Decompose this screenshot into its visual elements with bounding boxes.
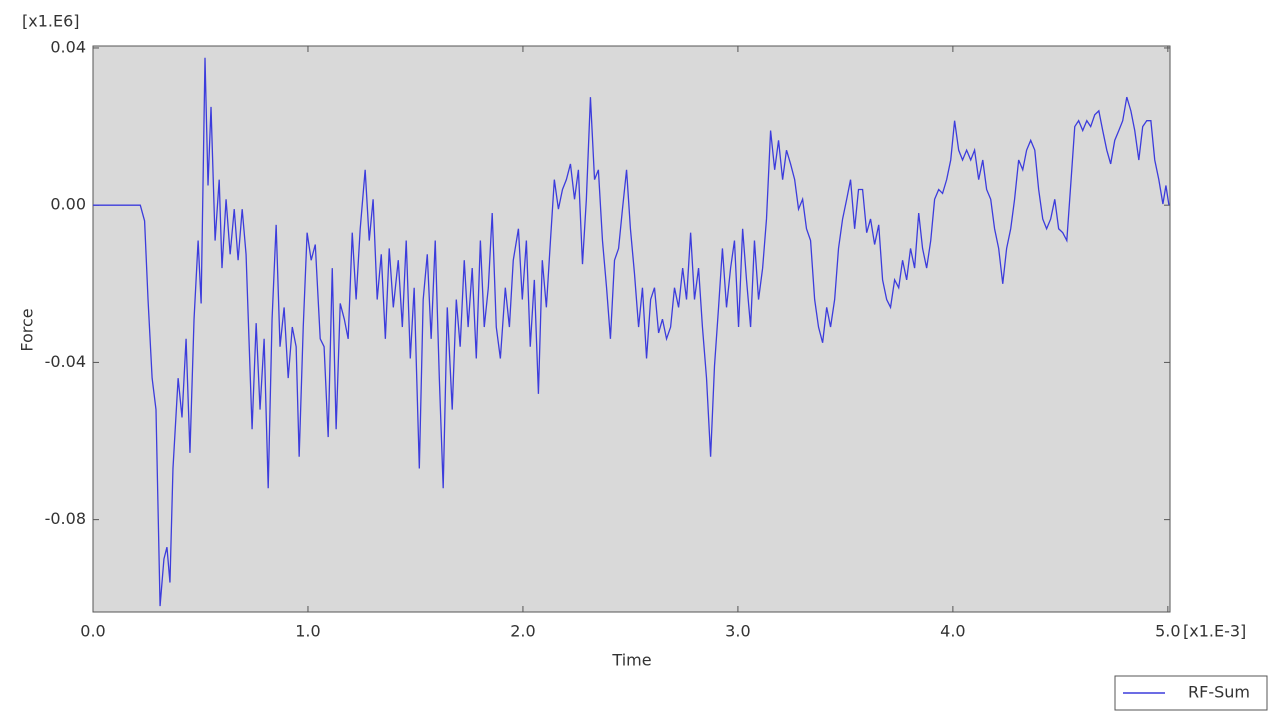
y-tick-label: 0.04: [50, 37, 86, 56]
y-tick-label: -0.08: [45, 509, 86, 528]
x-scale-label: [x1.E-3]: [1183, 622, 1246, 641]
y-axis-title: Force: [18, 308, 37, 351]
x-tick-label: 0.0: [80, 622, 105, 641]
x-axis-title: Time: [611, 651, 651, 670]
y-tick-label: -0.04: [45, 352, 86, 371]
x-tick-label: 5.0: [1155, 622, 1180, 641]
data-line: [93, 57, 1170, 607]
y-tick-label: 0.00: [50, 195, 86, 214]
legend-label: RF-Sum: [1188, 683, 1250, 702]
x-tick-label: 1.0: [295, 622, 320, 641]
plot-area: [92, 45, 1171, 613]
x-tick-label: 3.0: [725, 622, 750, 641]
x-tick-label: 4.0: [940, 622, 965, 641]
y-scale-label: [x1.E6]: [22, 12, 80, 31]
x-tick-label: 2.0: [510, 622, 535, 641]
